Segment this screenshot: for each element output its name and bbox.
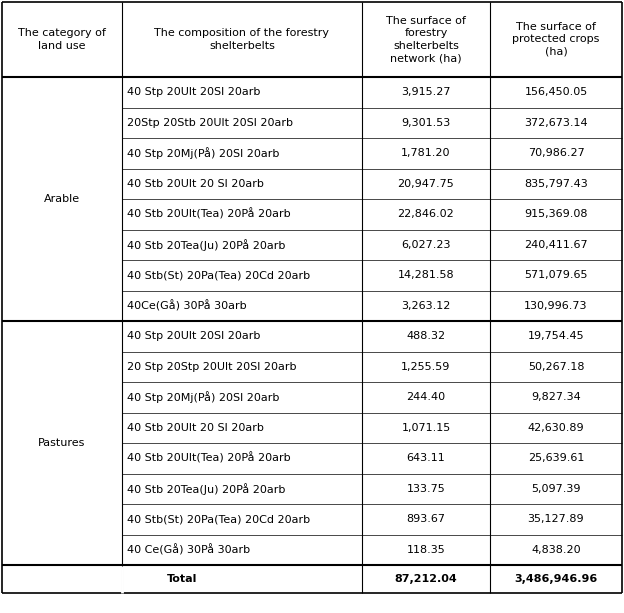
Text: 14,281.58: 14,281.58 <box>397 270 454 280</box>
Text: 40 Stp 20Mj(På) 20Sl 20arb: 40 Stp 20Mj(På) 20Sl 20arb <box>127 391 280 403</box>
Text: Arable: Arable <box>44 194 80 204</box>
Text: 40 Stb 20Ult 20 Sl 20arb: 40 Stb 20Ult 20 Sl 20arb <box>127 179 264 189</box>
Text: 488.32: 488.32 <box>406 331 446 341</box>
Text: 40 Stb 20Tea(Ju) 20På 20arb: 40 Stb 20Tea(Ju) 20På 20arb <box>127 483 285 495</box>
Text: 40 Stb(St) 20Pa(Tea) 20Cd 20arb: 40 Stb(St) 20Pa(Tea) 20Cd 20arb <box>127 514 310 524</box>
Text: 643.11: 643.11 <box>407 453 446 463</box>
Text: 5,097.39: 5,097.39 <box>531 484 581 493</box>
Text: 118.35: 118.35 <box>407 545 446 555</box>
Text: 571,079.65: 571,079.65 <box>524 270 588 280</box>
Text: 40 Stp 20Ult 20Sl 20arb: 40 Stp 20Ult 20Sl 20arb <box>127 87 260 97</box>
Text: 240,411.67: 240,411.67 <box>524 240 588 249</box>
Text: 40 Stb 20Tea(Ju) 20På 20arb: 40 Stb 20Tea(Ju) 20På 20arb <box>127 239 285 251</box>
Text: 19,754.45: 19,754.45 <box>528 331 584 341</box>
Text: 3,263.12: 3,263.12 <box>401 301 451 311</box>
Text: 25,639.61: 25,639.61 <box>528 453 584 463</box>
Text: The surface of
protected crops
(ha): The surface of protected crops (ha) <box>512 22 600 57</box>
Text: 40 Stp 20Mj(På) 20Sl 20arb: 40 Stp 20Mj(På) 20Sl 20arb <box>127 147 280 159</box>
Text: 40 Stb(St) 20Pa(Tea) 20Cd 20arb: 40 Stb(St) 20Pa(Tea) 20Cd 20arb <box>127 270 310 280</box>
Text: 133.75: 133.75 <box>407 484 446 493</box>
Text: The category of
land use: The category of land use <box>18 28 106 51</box>
Text: 40 Stp 20Ult 20Sl 20arb: 40 Stp 20Ult 20Sl 20arb <box>127 331 260 341</box>
Text: 40 Ce(Gå) 30På 30arb: 40 Ce(Gå) 30På 30arb <box>127 544 250 555</box>
Text: 40 Stb 20Ult(Tea) 20På 20arb: 40 Stb 20Ult(Tea) 20På 20arb <box>127 452 291 464</box>
Text: 372,673.14: 372,673.14 <box>524 118 588 128</box>
Text: 22,846.02: 22,846.02 <box>397 209 454 219</box>
Text: 20 Stp 20Stp 20Ult 20Sl 20arb: 20 Stp 20Stp 20Ult 20Sl 20arb <box>127 362 296 371</box>
Text: 70,986.27: 70,986.27 <box>528 148 584 158</box>
Text: The surface of
forestry
shelterbelts
network (ha): The surface of forestry shelterbelts net… <box>386 16 466 63</box>
Text: 4,838.20: 4,838.20 <box>531 545 581 555</box>
Text: 50,267.18: 50,267.18 <box>528 362 584 371</box>
Text: 156,450.05: 156,450.05 <box>524 87 588 97</box>
Text: 40 Stb 20Ult(Tea) 20På 20arb: 40 Stb 20Ult(Tea) 20På 20arb <box>127 208 291 220</box>
Text: 40 Stb 20Ult 20 Sl 20arb: 40 Stb 20Ult 20 Sl 20arb <box>127 423 264 433</box>
Text: 40Ce(Gå) 30På 30arb: 40Ce(Gå) 30På 30arb <box>127 300 246 311</box>
Text: 1,071.15: 1,071.15 <box>401 423 451 433</box>
Text: Pastures: Pastures <box>38 438 85 448</box>
Text: 130,996.73: 130,996.73 <box>524 301 588 311</box>
Text: 20Stp 20Stb 20Ult 20Sl 20arb: 20Stp 20Stb 20Ult 20Sl 20arb <box>127 118 293 128</box>
Text: 35,127.89: 35,127.89 <box>528 514 584 524</box>
Text: Total: Total <box>167 574 197 584</box>
Text: 893.67: 893.67 <box>406 514 446 524</box>
Text: 1,781.20: 1,781.20 <box>401 148 451 158</box>
Text: 915,369.08: 915,369.08 <box>524 209 588 219</box>
Text: 42,630.89: 42,630.89 <box>528 423 584 433</box>
Text: The composition of the forestry
shelterbelts: The composition of the forestry shelterb… <box>155 28 329 51</box>
Text: 3,915.27: 3,915.27 <box>401 87 451 97</box>
Text: 9,827.34: 9,827.34 <box>531 392 581 402</box>
Text: 9,301.53: 9,301.53 <box>401 118 451 128</box>
Text: 6,027.23: 6,027.23 <box>401 240 451 249</box>
Text: 3,486,946.96: 3,486,946.96 <box>514 574 598 584</box>
Text: 20,947.75: 20,947.75 <box>397 179 454 189</box>
Text: 835,797.43: 835,797.43 <box>524 179 588 189</box>
Text: 87,212.04: 87,212.04 <box>394 574 457 584</box>
Text: 244.40: 244.40 <box>406 392 446 402</box>
Text: 1,255.59: 1,255.59 <box>401 362 451 371</box>
